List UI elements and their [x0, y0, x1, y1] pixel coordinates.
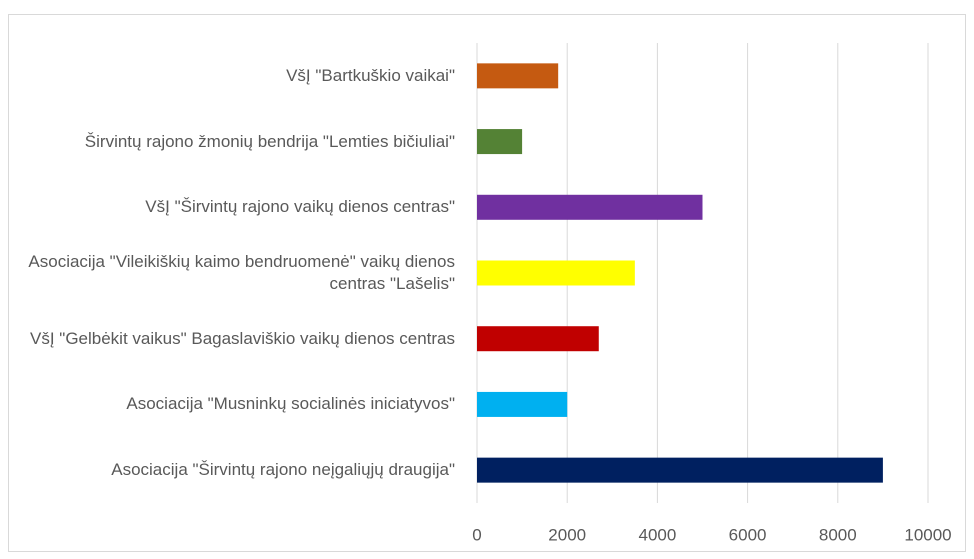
x-tick-label: 8000 [819, 525, 857, 544]
bar [477, 326, 599, 352]
x-tick-label: 6000 [729, 525, 767, 544]
bar [477, 194, 703, 220]
y-tick-label: Asociacija "Musninkų socialinės iniciaty… [126, 394, 455, 414]
y-tick-label: VšĮ "Širvintų rajono vaikų dienos centra… [145, 197, 455, 217]
x-tick-label: 2000 [548, 525, 586, 544]
x-tick-label: 10000 [904, 525, 951, 544]
bar [477, 260, 635, 286]
x-tick-label: 4000 [638, 525, 676, 544]
bar [477, 457, 883, 483]
x-tick-label: 0 [472, 525, 481, 544]
bar [477, 63, 559, 89]
y-tick-label: VšĮ "Gelbėkit vaikus" Bagaslaviškio vaik… [30, 328, 455, 348]
y-tick-label: Širvintų rajono žmonių bendrija "Lemties… [84, 131, 455, 151]
bar [477, 129, 523, 155]
y-tick-label: Asociacija "Vileikiškių kaimo bendruomen… [28, 252, 455, 293]
y-tick-label: Asociacija "Širvintų rajono neįgaliųjų d… [111, 460, 455, 480]
y-tick-label: VšĮ "Bartkuškio vaikai" [286, 65, 455, 85]
bar [477, 391, 568, 417]
